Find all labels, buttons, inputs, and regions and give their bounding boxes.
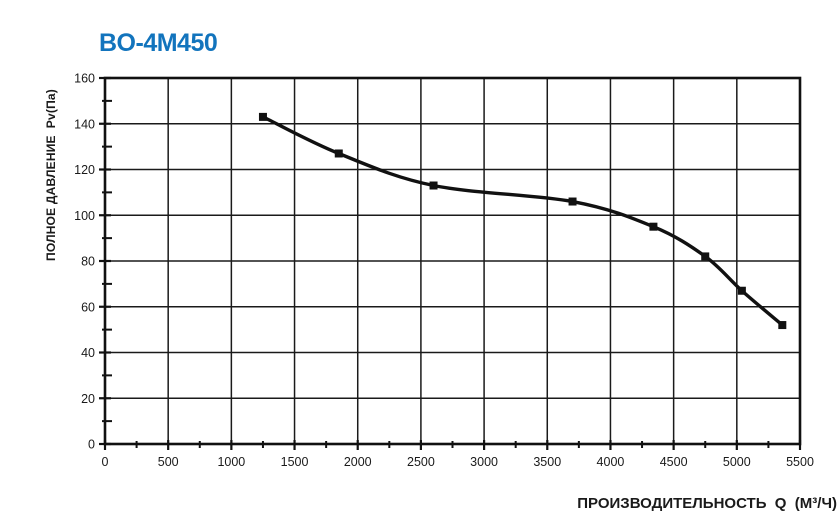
data-point-marker xyxy=(334,149,343,158)
x-tick-label: 1000 xyxy=(217,455,245,469)
x-tick-label: 2500 xyxy=(407,455,435,469)
y-tick-label: 120 xyxy=(74,163,95,177)
y-tick-label: 80 xyxy=(81,255,95,269)
data-point-marker xyxy=(649,222,658,231)
performance-curve xyxy=(261,115,785,327)
x-axis-title: ПРОИЗВОДИТЕЛЬНОСТЬ Q (М³/Ч) xyxy=(577,495,837,512)
y-tick-label: 0 xyxy=(88,438,95,452)
x-tick-label: 2000 xyxy=(344,455,372,469)
data-point-marker xyxy=(429,181,438,190)
x-tick-label: 4000 xyxy=(597,455,625,469)
x-tick-label: 1500 xyxy=(281,455,309,469)
x-tick-label: 500 xyxy=(158,455,179,469)
y-tick-label: 100 xyxy=(74,209,95,223)
y-tick-label: 160 xyxy=(74,72,95,86)
data-point-marker xyxy=(701,252,710,261)
data-point-marker xyxy=(568,197,577,206)
y-tick-label: 40 xyxy=(81,346,95,360)
x-tick-label: 0 xyxy=(102,455,109,469)
x-tick-label: 3000 xyxy=(470,455,498,469)
y-tick-label: 140 xyxy=(74,117,95,131)
data-point-marker xyxy=(778,321,787,330)
y-axis-title: ПОЛНОЕ ДАВЛЕНИЕ Pv(Па) xyxy=(44,89,58,261)
data-point-marker xyxy=(258,112,267,121)
x-tick-label: 3500 xyxy=(533,455,561,469)
y-tick-label: 20 xyxy=(81,392,95,406)
x-tick-label: 4500 xyxy=(660,455,688,469)
y-tick-label: 60 xyxy=(81,300,95,314)
x-tick-label: 5500 xyxy=(786,455,814,469)
chart-title: BO-4M450 xyxy=(99,29,218,57)
data-point-marker xyxy=(737,286,746,295)
x-tick-label: 5000 xyxy=(723,455,751,469)
